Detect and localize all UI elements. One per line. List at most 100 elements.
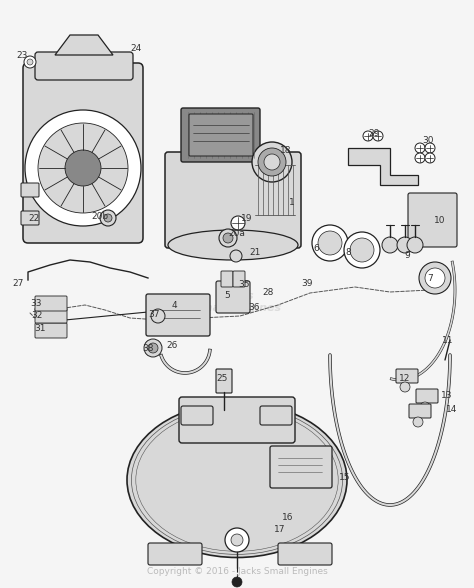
Text: 15: 15 xyxy=(339,473,351,482)
Circle shape xyxy=(223,233,233,243)
FancyBboxPatch shape xyxy=(23,63,143,243)
FancyBboxPatch shape xyxy=(221,271,233,287)
Ellipse shape xyxy=(127,403,347,557)
Circle shape xyxy=(38,123,128,213)
Text: 37: 37 xyxy=(148,309,160,319)
Circle shape xyxy=(219,229,237,247)
Circle shape xyxy=(397,237,413,253)
Circle shape xyxy=(420,402,430,412)
Circle shape xyxy=(148,343,158,353)
Circle shape xyxy=(144,339,162,357)
FancyBboxPatch shape xyxy=(146,294,210,336)
Circle shape xyxy=(382,237,398,253)
Circle shape xyxy=(252,142,292,182)
FancyBboxPatch shape xyxy=(179,397,295,443)
Text: Jack's
Small Engines: Jack's Small Engines xyxy=(193,291,281,313)
Text: 20b: 20b xyxy=(91,212,109,220)
FancyBboxPatch shape xyxy=(35,308,67,323)
Text: Copyright © 2016 - Jacks Small Engines: Copyright © 2016 - Jacks Small Engines xyxy=(146,567,328,576)
Circle shape xyxy=(425,143,435,153)
FancyBboxPatch shape xyxy=(278,543,332,565)
FancyBboxPatch shape xyxy=(21,211,39,225)
Circle shape xyxy=(419,262,451,294)
FancyBboxPatch shape xyxy=(35,296,67,311)
Text: 24: 24 xyxy=(130,44,142,52)
Text: 10: 10 xyxy=(434,215,446,225)
Circle shape xyxy=(373,131,383,141)
Text: 35: 35 xyxy=(238,279,250,289)
FancyBboxPatch shape xyxy=(181,406,213,425)
FancyBboxPatch shape xyxy=(21,183,39,197)
Circle shape xyxy=(151,309,165,323)
FancyBboxPatch shape xyxy=(396,369,418,383)
FancyBboxPatch shape xyxy=(35,323,67,338)
Circle shape xyxy=(25,110,141,226)
Text: 16: 16 xyxy=(282,513,294,523)
Circle shape xyxy=(225,528,249,552)
Circle shape xyxy=(264,154,280,170)
Text: 30: 30 xyxy=(422,135,434,145)
Text: 20a: 20a xyxy=(228,229,246,238)
Text: 39: 39 xyxy=(301,279,313,288)
Circle shape xyxy=(415,153,425,163)
Text: 6: 6 xyxy=(313,243,319,252)
Text: 31: 31 xyxy=(34,323,46,332)
Circle shape xyxy=(415,143,425,153)
FancyBboxPatch shape xyxy=(216,369,232,393)
Polygon shape xyxy=(348,148,418,185)
Circle shape xyxy=(413,417,423,427)
Text: 33: 33 xyxy=(30,299,42,308)
Circle shape xyxy=(24,56,36,68)
FancyBboxPatch shape xyxy=(409,404,431,418)
Text: 27: 27 xyxy=(12,279,24,288)
Circle shape xyxy=(258,148,286,176)
Text: 9: 9 xyxy=(404,250,410,259)
Text: 13: 13 xyxy=(441,390,453,399)
FancyBboxPatch shape xyxy=(416,389,438,403)
Circle shape xyxy=(104,214,112,222)
Polygon shape xyxy=(55,35,113,55)
Text: 38: 38 xyxy=(142,343,154,352)
Circle shape xyxy=(350,238,374,262)
Text: 17: 17 xyxy=(274,526,286,534)
FancyBboxPatch shape xyxy=(189,114,253,156)
Circle shape xyxy=(344,232,380,268)
Circle shape xyxy=(425,268,445,288)
Text: 8: 8 xyxy=(345,248,351,256)
FancyBboxPatch shape xyxy=(270,446,332,488)
Text: 7: 7 xyxy=(427,273,433,282)
Circle shape xyxy=(400,382,410,392)
Text: 32: 32 xyxy=(31,310,43,319)
FancyBboxPatch shape xyxy=(35,52,133,80)
Circle shape xyxy=(318,231,342,255)
FancyBboxPatch shape xyxy=(408,193,457,247)
Text: 19: 19 xyxy=(241,213,253,222)
Circle shape xyxy=(27,59,33,65)
Text: 36: 36 xyxy=(248,302,260,312)
Circle shape xyxy=(312,225,348,261)
Ellipse shape xyxy=(168,230,298,260)
Circle shape xyxy=(231,216,245,230)
Text: 1: 1 xyxy=(289,198,295,206)
FancyBboxPatch shape xyxy=(148,543,202,565)
Text: 18: 18 xyxy=(280,145,292,155)
Text: 4: 4 xyxy=(171,300,177,309)
FancyBboxPatch shape xyxy=(181,108,260,162)
Text: 29: 29 xyxy=(368,129,380,138)
Text: 25: 25 xyxy=(216,373,228,383)
Circle shape xyxy=(100,210,116,226)
Circle shape xyxy=(363,131,373,141)
FancyBboxPatch shape xyxy=(165,152,301,248)
FancyBboxPatch shape xyxy=(260,406,292,425)
Circle shape xyxy=(407,237,423,253)
Text: 12: 12 xyxy=(399,373,410,383)
Text: 14: 14 xyxy=(447,406,458,415)
Text: 5: 5 xyxy=(224,290,230,299)
Text: 28: 28 xyxy=(262,288,273,296)
Circle shape xyxy=(231,534,243,546)
Circle shape xyxy=(232,577,242,587)
Circle shape xyxy=(230,250,242,262)
Text: 22: 22 xyxy=(28,213,40,222)
Text: 21: 21 xyxy=(249,248,261,256)
FancyBboxPatch shape xyxy=(233,271,245,287)
